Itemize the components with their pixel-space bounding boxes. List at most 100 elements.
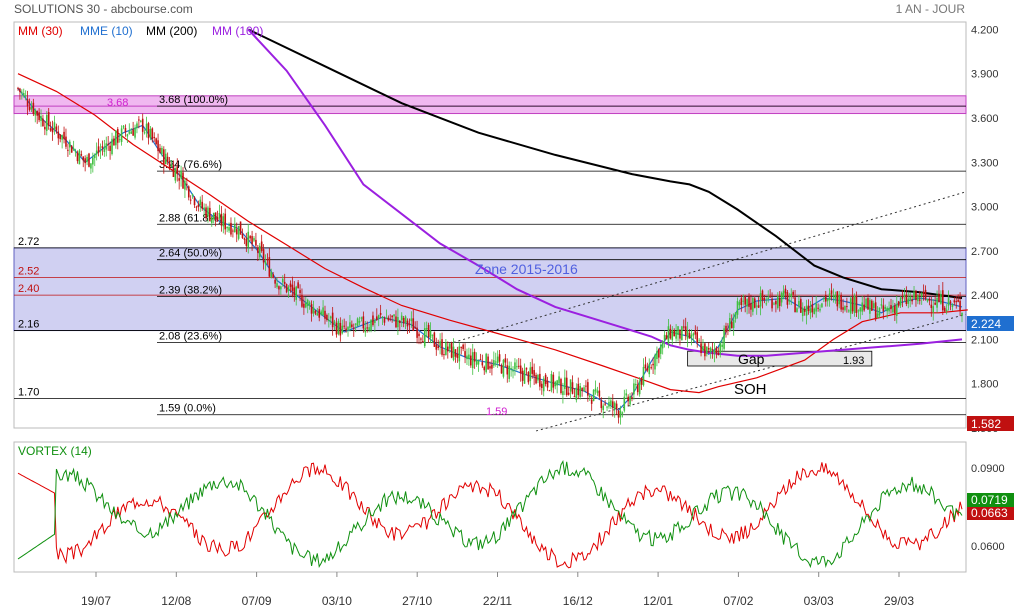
candle-body [621,412,624,414]
candle-body [70,145,73,153]
trend-channel-upper [453,191,967,343]
candle-body [124,127,127,133]
candle-body [834,295,837,299]
candle-body [322,307,324,316]
candle-body [477,360,480,365]
candle-body [504,358,507,363]
candle-body [61,135,63,140]
candle-body [723,328,725,349]
candle-body [527,372,530,383]
candle-body [847,310,850,312]
candle-body [523,369,526,384]
candle-body [247,231,250,248]
candle-body [913,291,915,299]
candle-body [416,327,418,338]
candle-body [709,347,712,352]
candle-body [880,304,883,306]
candle-body [103,148,106,152]
price-tick-label: 3.900 [971,69,999,81]
candle-body [798,300,800,307]
candle-body [803,309,806,312]
candle-body [957,299,959,302]
candle-body [305,303,307,308]
candle-body [907,298,910,304]
candle-body [281,278,284,283]
candle-body [239,221,242,235]
candle-body [842,307,844,310]
candle-body [197,204,200,207]
candle-body [448,343,451,349]
candle-body [180,170,182,179]
candle-body [617,410,620,418]
candle-body [734,312,737,320]
fib-level-label: 3.68 (100.0%) [159,94,228,106]
candle-body [719,343,722,354]
candle-body [63,131,65,140]
candle-body [684,326,687,336]
candle-body [479,359,482,361]
candle-body [178,178,180,181]
candle-body [631,397,633,399]
candle-body [427,324,430,338]
candle-body [876,313,879,318]
candle-body [542,378,545,392]
candle-body [940,293,942,304]
candle-body [565,377,568,396]
candle-body [170,164,173,167]
candle-body [926,299,929,302]
candle-body [151,128,154,140]
candle-body [871,300,873,311]
candle-body [466,355,468,360]
candle-body [318,309,321,318]
candle-body [824,295,827,302]
candle-body [310,304,313,314]
candle-body [579,386,581,397]
candle-body [817,307,819,309]
candle-body [393,314,395,317]
candle-body [537,374,539,381]
candle-body [210,217,213,223]
candle-body [625,393,628,396]
candle-body [163,149,165,166]
candle-body [226,227,228,229]
candle-body [34,109,37,116]
candle-body [374,320,376,324]
candle-body [481,362,484,366]
candle-body [746,299,748,307]
candle-body [650,367,652,369]
support-label: 2.52 [18,265,39,277]
candle-body [366,327,369,329]
candle-body [368,327,370,331]
candle-body [385,318,388,320]
candle-body [598,390,601,397]
candle-body [681,326,683,341]
candle-body [425,327,428,330]
candle-body [548,390,551,392]
price-tick-label: 3.600 [971,113,999,125]
candle-body [704,343,706,357]
candle-body [807,305,810,312]
candle-body [295,286,298,300]
candle-body [324,310,326,319]
candle-body [420,338,422,340]
candle-body [431,334,434,336]
candle-body [364,327,367,333]
candle-body [890,305,892,310]
candle-body [326,314,328,320]
candle-body [573,396,576,398]
x-tick-label: 19/07 [81,594,111,608]
candle-body [333,321,336,324]
candle-body [729,318,731,332]
candle-body [168,161,171,169]
candle-body [241,233,244,238]
candle-body [489,366,491,369]
candle-body [615,403,618,410]
candle-body [464,351,466,357]
candle-body [491,364,493,369]
candle-body [209,207,211,221]
candle-body [700,343,702,354]
candle-body [93,154,96,159]
candle-body [454,349,457,357]
candle-body [874,302,877,320]
candle-body [230,222,232,235]
